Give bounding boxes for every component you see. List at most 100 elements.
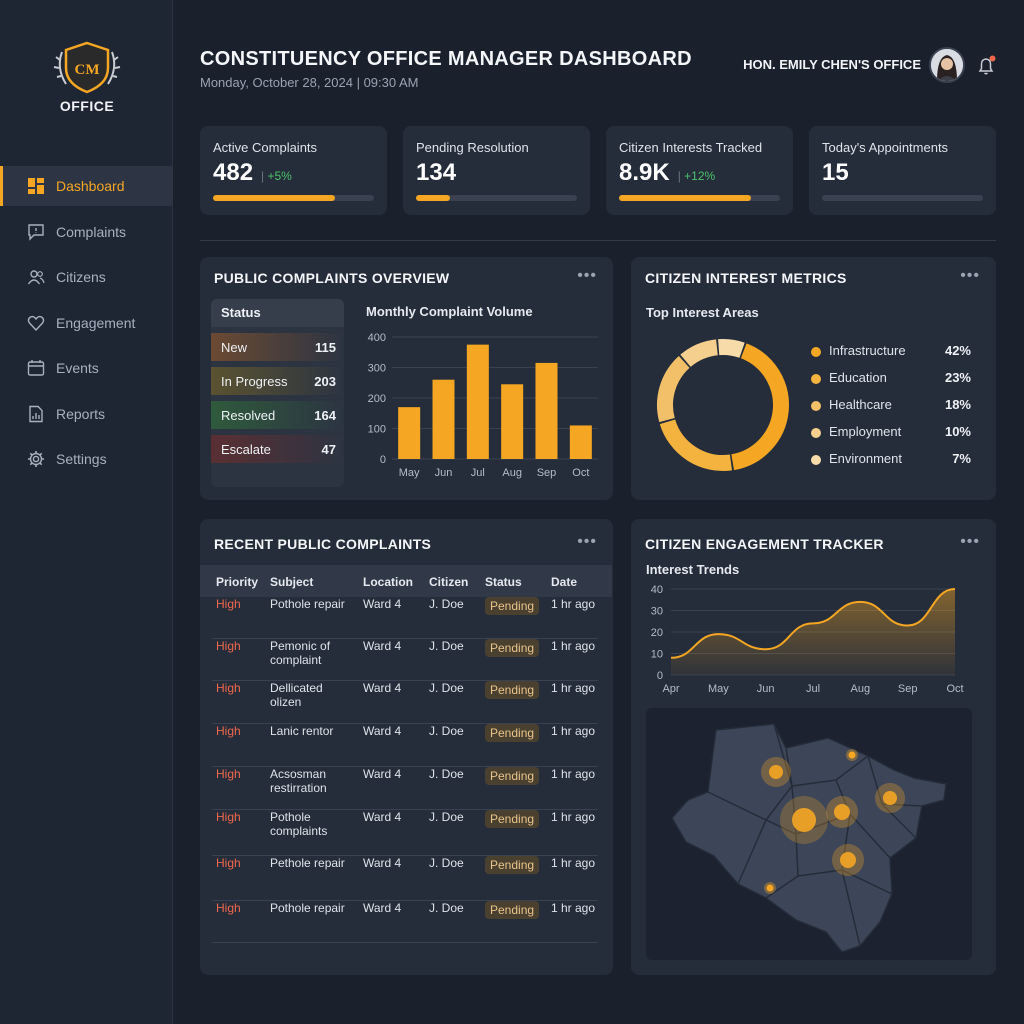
subject-cell: Acsosman restirration — [270, 767, 327, 795]
location-cell: Ward 4 — [363, 856, 402, 870]
location-cell: Ward 4 — [363, 810, 402, 824]
status-row-resolved[interactable]: Resolved 164 — [211, 401, 344, 429]
sidebar-item-reports[interactable]: Reports — [0, 394, 173, 434]
citizen-cell: J. Doe — [429, 901, 464, 915]
stat-card-pending-resolution[interactable]: Pending Resolution 134 — [403, 126, 590, 215]
more-options-icon[interactable]: ••• — [577, 267, 597, 284]
sidebar-item-citizens[interactable]: Citizens — [0, 257, 173, 297]
bar[interactable] — [466, 344, 489, 459]
y-tick-label: 100 — [368, 424, 386, 436]
stat-delta: +12% — [678, 169, 715, 183]
legend-label: Infrastructure — [829, 343, 906, 358]
sidebar-item-complaints[interactable]: Complaints — [0, 212, 173, 252]
bar[interactable] — [398, 407, 421, 459]
status-badge: Pending — [485, 597, 540, 615]
notifications-button[interactable] — [976, 55, 998, 77]
dashboard-icon — [26, 176, 46, 196]
donut-slice[interactable] — [680, 339, 719, 368]
sidebar-item-label: Dashboard — [56, 178, 125, 194]
legend-label: Employment — [829, 424, 902, 439]
table-row[interactable]: High Dellicated olizen Ward 4 J. Doe Pending… — [212, 681, 598, 724]
priority-cell: High — [216, 597, 241, 611]
subject-cell: Pothole repair — [270, 597, 345, 611]
stat-progress-fill — [416, 195, 450, 201]
status-row-in-progress[interactable]: In Progress 203 — [211, 367, 344, 395]
location-cell: Ward 4 — [363, 901, 402, 915]
status-badge: Pending — [485, 724, 540, 742]
more-options-icon[interactable]: ••• — [960, 533, 980, 550]
priority-cell: High — [216, 901, 241, 915]
users-icon — [26, 267, 46, 287]
status-summary: Status New 115 In Progress 203 Resolved … — [211, 299, 344, 487]
donut-slice[interactable] — [731, 343, 789, 471]
table-row[interactable]: High Pothole complaints Ward 4 J. Doe Pendin… — [212, 810, 598, 856]
shield-logo-icon: CM — [53, 41, 121, 94]
status-row-new[interactable]: New 115 — [211, 333, 344, 361]
y-tick-label: 30 — [651, 606, 663, 618]
column-header[interactable]: Date — [551, 575, 578, 589]
sidebar-item-settings[interactable]: Settings — [0, 439, 173, 479]
x-tick-label: Jul — [471, 467, 485, 479]
status-row-escalate[interactable]: Escalate 47 — [211, 435, 344, 463]
stat-card-appointments[interactable]: Today's Appointments 15 — [809, 126, 996, 215]
panel-title: CITIZEN INTEREST METRICS — [645, 270, 847, 286]
table-row[interactable]: High Lanic rentor Ward 4 J. Doe Pending 1 hr … — [212, 724, 598, 767]
table-row[interactable]: High Pemonic of complaint Ward 4 J. Doe Pend… — [212, 639, 598, 681]
bar[interactable] — [432, 379, 455, 459]
stat-card-active-complaints[interactable]: Active Complaints 482 +5% — [200, 126, 387, 215]
bar[interactable] — [501, 384, 524, 459]
more-options-icon[interactable]: ••• — [960, 267, 980, 284]
legend-item: Education 23% — [811, 370, 971, 388]
status-badge: Pending — [485, 901, 540, 919]
sidebar-item-engagement[interactable]: Engagement — [0, 303, 173, 343]
status-label: New — [221, 339, 248, 355]
divider — [200, 240, 996, 241]
date-cell: 1 hr ago — [551, 901, 596, 915]
status-label: Escalate — [221, 441, 271, 457]
donut-slice[interactable] — [659, 419, 733, 471]
legend-value: 23% — [944, 370, 971, 385]
user-portrait-icon — [931, 49, 963, 81]
sidebar-item-label: Reports — [56, 405, 106, 422]
sidebar-nav: Dashboard Complaints Citizens Engagement… — [0, 166, 173, 485]
location-cell: Ward 4 — [363, 639, 402, 653]
column-header[interactable]: Status — [485, 575, 522, 589]
priority-cell: High — [216, 681, 241, 695]
recent-complaints-panel: RECENT PUBLIC COMPLAINTS ••• Priority Su… — [200, 519, 613, 975]
table-row[interactable]: High Acsosman restirration Ward 4 J. Doe Pen… — [212, 767, 598, 810]
sidebar-item-label: Citizens — [56, 269, 106, 285]
priority-cell: High — [216, 856, 241, 870]
constituency-map[interactable] — [646, 708, 972, 960]
donut-slice[interactable] — [657, 355, 690, 423]
legend-swatch — [811, 455, 821, 465]
bar[interactable] — [535, 362, 558, 459]
subject-cell: Pothole repair — [270, 901, 345, 915]
legend-swatch — [811, 374, 821, 384]
citizen-cell: J. Doe — [429, 810, 464, 824]
sidebar-item-dashboard[interactable]: Dashboard — [0, 166, 173, 206]
subject-cell: Lanic rentor — [270, 724, 334, 738]
stat-progress-fill — [619, 195, 752, 201]
table-row[interactable]: High Pethole repair Ward 4 J. Doe Pending 1 h… — [212, 856, 598, 901]
table-row[interactable]: High Pothole repair Ward 4 J. Doe Pending 1 h… — [212, 901, 598, 943]
sidebar-item-events[interactable]: Events — [0, 348, 173, 388]
legend-item: Healthcare 18% — [811, 397, 971, 415]
date-cell: 1 hr ago — [551, 639, 596, 653]
column-header[interactable]: Priority — [216, 575, 259, 589]
status-count: 115 — [315, 339, 336, 355]
office-name: HON. EMILY CHEN'S OFFICE — [743, 57, 921, 72]
bar[interactable] — [569, 425, 592, 459]
more-options-icon[interactable]: ••• — [577, 533, 597, 550]
donut-slice[interactable] — [718, 339, 745, 358]
x-tick-label: Aug — [502, 467, 522, 479]
avatar[interactable] — [929, 47, 965, 83]
table-row[interactable]: High Pothole repair Ward 4 J. Doe Pending 1 h… — [212, 597, 598, 639]
column-header[interactable]: Location — [363, 575, 413, 589]
stat-card-citizen-interests[interactable]: Citizen Interests Tracked 8.9K +12% — [606, 126, 793, 215]
column-header[interactable]: Subject — [270, 575, 314, 589]
citizen-cell: J. Doe — [429, 681, 464, 695]
status-badge: Pending — [485, 856, 540, 874]
chart-title: Top Interest Areas — [646, 305, 759, 320]
column-header[interactable]: Citizen — [429, 575, 469, 589]
series-line[interactable] — [670, 588, 956, 659]
